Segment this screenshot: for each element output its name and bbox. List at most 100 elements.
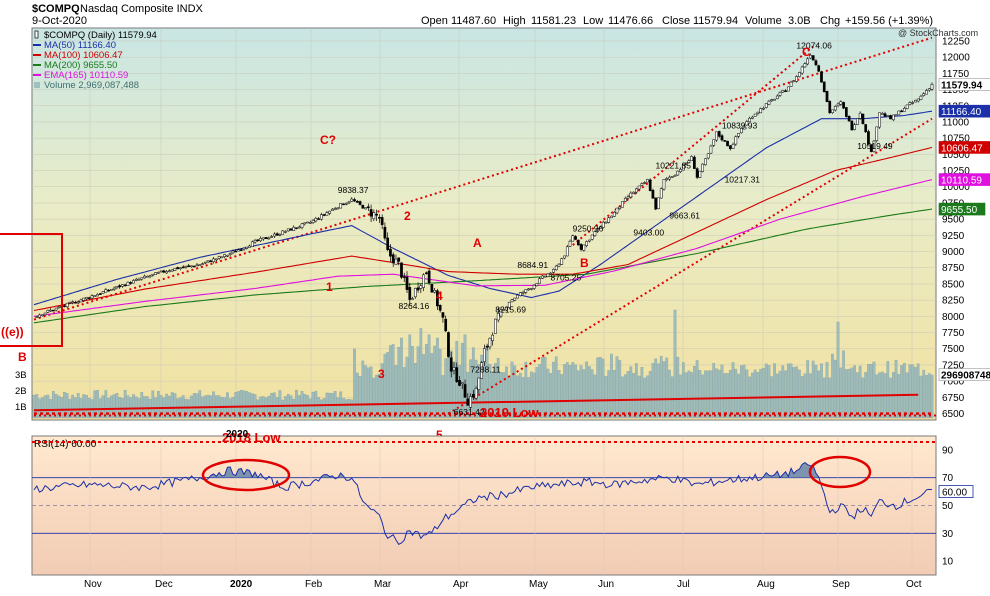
candle-body bbox=[676, 170, 680, 176]
candle-body bbox=[853, 124, 856, 130]
volume-bar bbox=[784, 370, 787, 419]
volume-bar bbox=[170, 392, 174, 419]
volume-bar bbox=[847, 368, 851, 419]
volume-bar bbox=[557, 370, 561, 419]
volume-bar bbox=[706, 370, 710, 419]
volume-bar bbox=[927, 373, 931, 419]
candle-body bbox=[792, 80, 796, 83]
price-tags: 11579.94 11166.40 10606.47 10110.59 9655.50 2… bbox=[938, 78, 990, 382]
volume-bar bbox=[717, 369, 721, 419]
volume-bar bbox=[383, 353, 387, 419]
candle-body bbox=[775, 95, 779, 99]
candle-body bbox=[897, 110, 901, 115]
candle-body bbox=[322, 214, 326, 216]
volume-bar bbox=[297, 395, 301, 419]
price-annotation: 8705.25 bbox=[551, 273, 582, 283]
price-axis-label: 10750 bbox=[942, 134, 970, 145]
candle-body bbox=[778, 92, 782, 96]
candle-body bbox=[325, 212, 329, 216]
chg-label: Chg bbox=[820, 15, 840, 27]
price-axis-label: 12250 bbox=[942, 36, 970, 47]
volume-bar bbox=[643, 377, 646, 419]
volume-bar bbox=[844, 369, 848, 419]
price-annotation: 12074.06 bbox=[796, 40, 832, 50]
price-axis-label: 9000 bbox=[942, 247, 965, 258]
legend-item: MA(200) 9655.50 bbox=[44, 60, 117, 71]
volume-bar bbox=[527, 377, 530, 419]
candle-body bbox=[507, 301, 511, 308]
volume-bar bbox=[925, 375, 928, 419]
candle-body bbox=[726, 140, 729, 147]
candle-body bbox=[112, 287, 116, 290]
volume-bar bbox=[640, 367, 644, 419]
volume-bar bbox=[239, 390, 243, 419]
price-annotation: 9838.37 bbox=[338, 185, 369, 195]
volume-bar bbox=[51, 391, 55, 419]
volume-bar bbox=[38, 398, 41, 419]
wave-label: A bbox=[473, 236, 482, 250]
candle-body bbox=[916, 98, 920, 102]
volume-bar bbox=[134, 396, 138, 419]
candle-body bbox=[927, 88, 931, 91]
candle-body bbox=[781, 89, 785, 93]
candle-body bbox=[165, 271, 168, 274]
trendline bbox=[33, 36, 933, 321]
price-annotation: 8684.91 bbox=[517, 260, 548, 270]
candle-body bbox=[640, 183, 644, 186]
index-name: Nasdaq Composite INDX bbox=[80, 3, 204, 15]
volume-value: 3.0B bbox=[788, 15, 811, 27]
volume-bar bbox=[79, 398, 83, 419]
price-axis-label: 6500 bbox=[942, 409, 965, 420]
candle-body bbox=[720, 135, 724, 141]
volume-bar bbox=[245, 391, 249, 419]
candle-body bbox=[71, 301, 75, 304]
volume-bar bbox=[405, 356, 409, 419]
volume-bar bbox=[264, 397, 268, 419]
volume-bar bbox=[850, 367, 854, 419]
candle-body bbox=[795, 76, 798, 82]
candle-body bbox=[621, 201, 624, 208]
volume-bar bbox=[344, 399, 348, 419]
volume-bar bbox=[709, 370, 713, 419]
candle-body bbox=[568, 240, 572, 247]
volume-bar bbox=[831, 353, 834, 419]
candle-body bbox=[626, 196, 630, 199]
volume-bar bbox=[541, 356, 544, 419]
volume-bar bbox=[391, 344, 395, 419]
candle-body bbox=[723, 140, 727, 142]
volume-bar bbox=[151, 390, 155, 419]
candle-body bbox=[458, 380, 461, 386]
volume-bar bbox=[632, 373, 635, 419]
price-axis-label: 12000 bbox=[942, 53, 970, 64]
candle-body bbox=[659, 188, 663, 199]
symbol: $COMPQ bbox=[32, 3, 80, 15]
volume-bar bbox=[820, 363, 823, 419]
candle-body bbox=[101, 291, 105, 294]
candle-body bbox=[137, 278, 141, 281]
candle-body bbox=[477, 377, 481, 390]
volume-bar bbox=[518, 372, 522, 419]
candle-body bbox=[76, 301, 80, 304]
x-tick-label: Apr bbox=[453, 579, 469, 590]
volume-bar bbox=[903, 363, 906, 419]
volume-bar bbox=[289, 395, 293, 419]
volume-bar bbox=[524, 361, 528, 419]
volume-bar bbox=[71, 394, 75, 419]
candle-body bbox=[355, 201, 359, 203]
candle-body bbox=[488, 337, 492, 348]
candle-body bbox=[331, 208, 334, 212]
price-tag-bg bbox=[938, 173, 990, 186]
price-axis-label: 6750 bbox=[942, 393, 965, 404]
volume-bar bbox=[576, 370, 580, 419]
low-value: 11476.66 bbox=[608, 15, 653, 27]
candle-body bbox=[419, 285, 423, 289]
candle-body bbox=[126, 281, 130, 286]
candle-body bbox=[74, 302, 77, 304]
candle-body bbox=[245, 246, 249, 249]
volume-bar bbox=[281, 399, 285, 419]
candle-body bbox=[455, 367, 459, 382]
candle-body bbox=[648, 179, 652, 191]
candle-body bbox=[687, 160, 691, 163]
rsi-axis-label: 90 bbox=[942, 445, 954, 456]
candle-body bbox=[140, 277, 144, 280]
